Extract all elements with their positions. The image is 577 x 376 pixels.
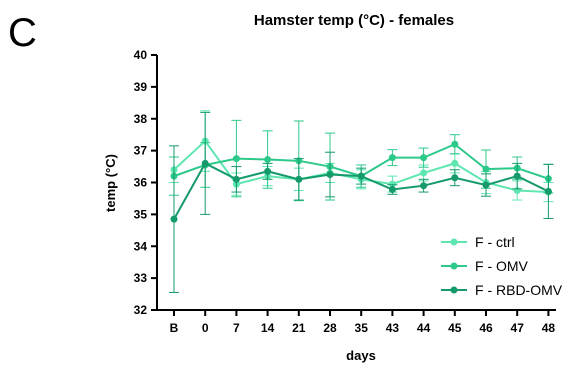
y-axis-label: temp (°C) (103, 154, 118, 212)
data-point (451, 159, 459, 167)
x-tick-label: 28 (323, 321, 337, 335)
data-point (544, 187, 552, 195)
data-point (295, 175, 303, 183)
legend-swatch-marker (450, 286, 458, 294)
plot-area (169, 110, 554, 293)
data-point (170, 215, 178, 223)
x-tick-label: 21 (292, 321, 306, 335)
legend-label: F - RBD-OMV (475, 282, 563, 298)
y-tick-label: 38 (134, 112, 148, 126)
data-point (388, 180, 396, 188)
y-tick-label: 34 (134, 239, 148, 253)
x-tick-label: 46 (479, 321, 493, 335)
data-point (482, 181, 490, 189)
data-point (451, 140, 459, 148)
x-tick-label: 35 (355, 321, 369, 335)
data-point (264, 167, 272, 175)
legend-swatch-marker (450, 238, 458, 246)
y-tick-label: 32 (134, 303, 148, 317)
x-tick-label: 48 (542, 321, 556, 335)
x-tick-label: 14 (261, 321, 275, 335)
y-tick-label: 39 (134, 80, 148, 94)
legend-swatch-marker (450, 262, 458, 270)
y-axis: 32 33 34 35 36 37 38 39 40 (134, 48, 158, 317)
x-tick-label: 44 (417, 321, 431, 335)
data-point (388, 186, 396, 194)
y-tick-label: 33 (134, 271, 148, 285)
x-axis-label: days (346, 348, 376, 363)
data-point (326, 171, 334, 179)
x-tick-label: 7 (233, 321, 240, 335)
chart-title: Hamster temp (°C) - females (254, 12, 454, 29)
x-tick-label: 0 (202, 321, 209, 335)
series-0 (169, 110, 554, 203)
panel-letter: C (8, 11, 37, 55)
series-2 (169, 111, 554, 293)
x-tick-label: 47 (511, 321, 525, 335)
data-point (482, 165, 490, 173)
data-point (357, 172, 365, 180)
data-point (388, 154, 396, 162)
y-tick-label: 36 (134, 176, 148, 190)
x-tick-label: 45 (448, 321, 462, 335)
y-tick-label: 40 (134, 48, 148, 62)
data-point (232, 155, 240, 163)
data-point (420, 154, 428, 162)
data-point (451, 174, 459, 182)
data-point (264, 156, 272, 164)
data-point (420, 169, 428, 177)
legend-label: F - ctrl (475, 234, 515, 250)
data-point (201, 159, 209, 167)
x-axis: B 0 7 14 21 28 35 43 44 45 46 47 48 (157, 309, 556, 335)
data-point (420, 182, 428, 190)
legend-label: F - OMV (475, 258, 529, 274)
y-tick-label: 37 (134, 144, 148, 158)
data-point (513, 172, 521, 180)
data-point (232, 175, 240, 183)
x-tick-label: 43 (386, 321, 400, 335)
x-tick-label: B (170, 321, 179, 335)
legend: F - ctrl F - OMV F - RBD-OMV (441, 234, 563, 298)
y-tick-label: 35 (134, 207, 148, 221)
